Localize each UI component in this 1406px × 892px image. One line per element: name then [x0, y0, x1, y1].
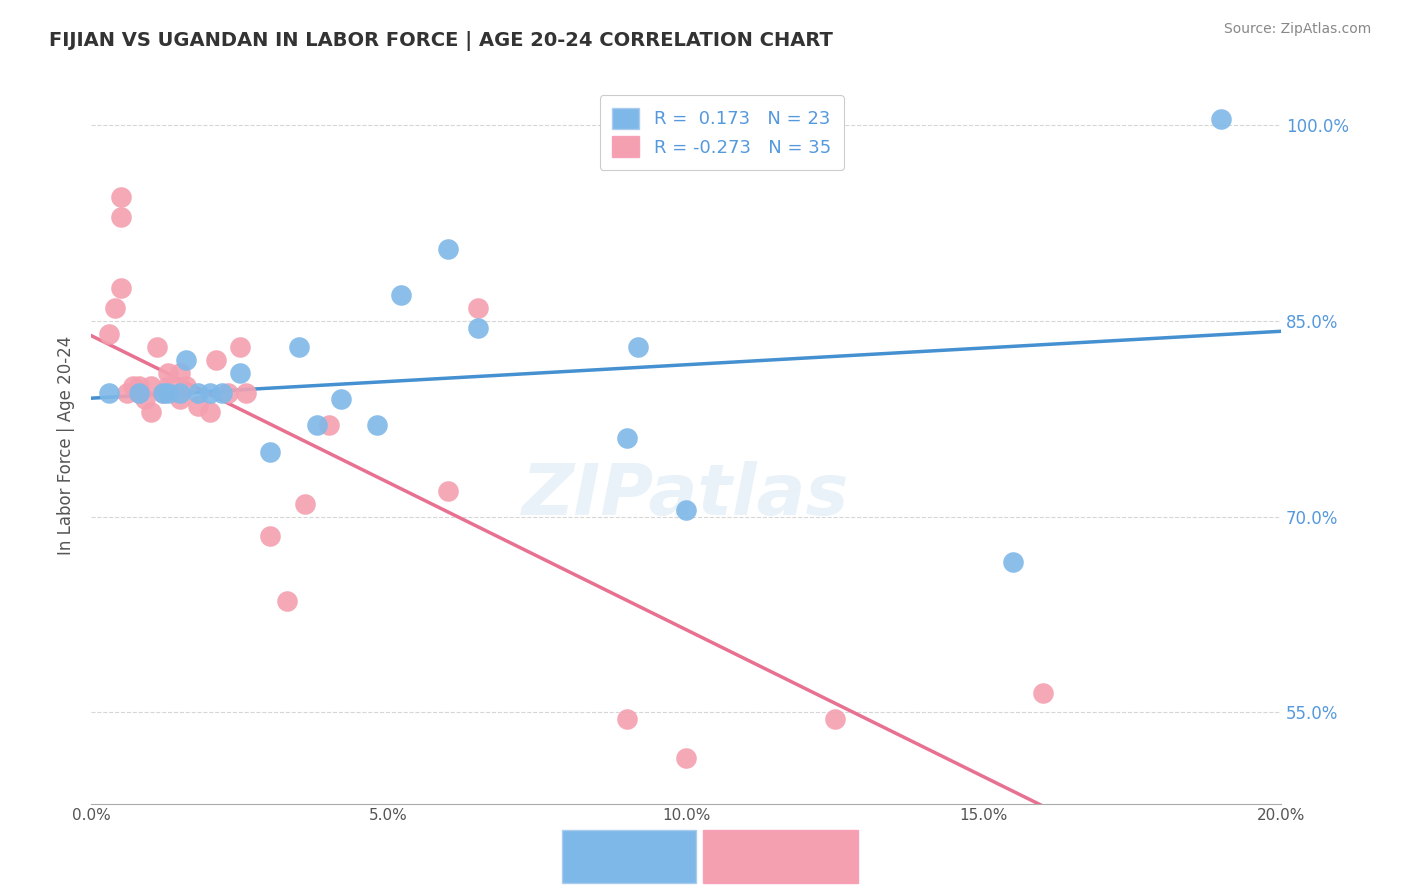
Point [128, 385, 150, 400]
Point [437, 483, 460, 498]
Point [121, 379, 143, 393]
Point [1032, 686, 1054, 700]
Text: Ugandans: Ugandans [742, 852, 818, 866]
Point [187, 385, 209, 400]
Point [98, 327, 121, 342]
Point [98, 385, 121, 400]
Point [110, 210, 132, 224]
Point [145, 340, 167, 354]
Point [169, 385, 191, 400]
Point [157, 366, 180, 380]
Point [115, 385, 138, 400]
Point [198, 385, 221, 400]
Point [157, 379, 180, 393]
Point [198, 405, 221, 419]
Point [211, 385, 233, 400]
Point [366, 418, 388, 433]
Y-axis label: In Labor Force | Age 20-24: In Labor Force | Age 20-24 [58, 335, 75, 555]
Point [330, 392, 353, 407]
Point [467, 301, 489, 315]
Point [276, 594, 298, 608]
Point [437, 243, 460, 257]
Point [467, 320, 489, 334]
Point [110, 281, 132, 295]
Point [205, 353, 228, 368]
Point [616, 432, 638, 446]
Point [176, 379, 198, 393]
Point [104, 301, 127, 315]
Legend: R =  0.173   N = 23, R = -0.273   N = 35: R = 0.173 N = 23, R = -0.273 N = 35 [600, 95, 844, 169]
Point [152, 385, 174, 400]
Text: FIJIAN VS UGANDAN IN LABOR FORCE | AGE 20-24 CORRELATION CHART: FIJIAN VS UGANDAN IN LABOR FORCE | AGE 2… [49, 31, 834, 51]
Text: ZIPatlas: ZIPatlas [523, 460, 849, 530]
Point [627, 340, 650, 354]
Point [389, 288, 412, 302]
Point [187, 399, 209, 413]
Point [259, 529, 281, 543]
Point [259, 444, 281, 458]
Point [217, 385, 239, 400]
Point [288, 340, 311, 354]
Point [157, 385, 180, 400]
Point [616, 712, 638, 726]
Point [169, 392, 191, 407]
Point [229, 366, 252, 380]
Text: Fijians: Fijians [588, 852, 636, 866]
Text: Source: ZipAtlas.com: Source: ZipAtlas.com [1223, 22, 1371, 37]
Point [176, 353, 198, 368]
Point [134, 392, 156, 407]
Point [294, 497, 316, 511]
Point [229, 340, 252, 354]
Point [139, 379, 162, 393]
Point [1211, 112, 1233, 126]
Point [152, 385, 174, 400]
Point [139, 405, 162, 419]
Point [1002, 555, 1025, 569]
Point [675, 751, 697, 765]
Point [824, 712, 846, 726]
Point [235, 385, 257, 400]
Point [318, 418, 340, 433]
Point [169, 366, 191, 380]
Point [128, 379, 150, 393]
Point [110, 190, 132, 204]
Point [307, 418, 329, 433]
Point [675, 503, 697, 517]
Point [128, 385, 150, 400]
